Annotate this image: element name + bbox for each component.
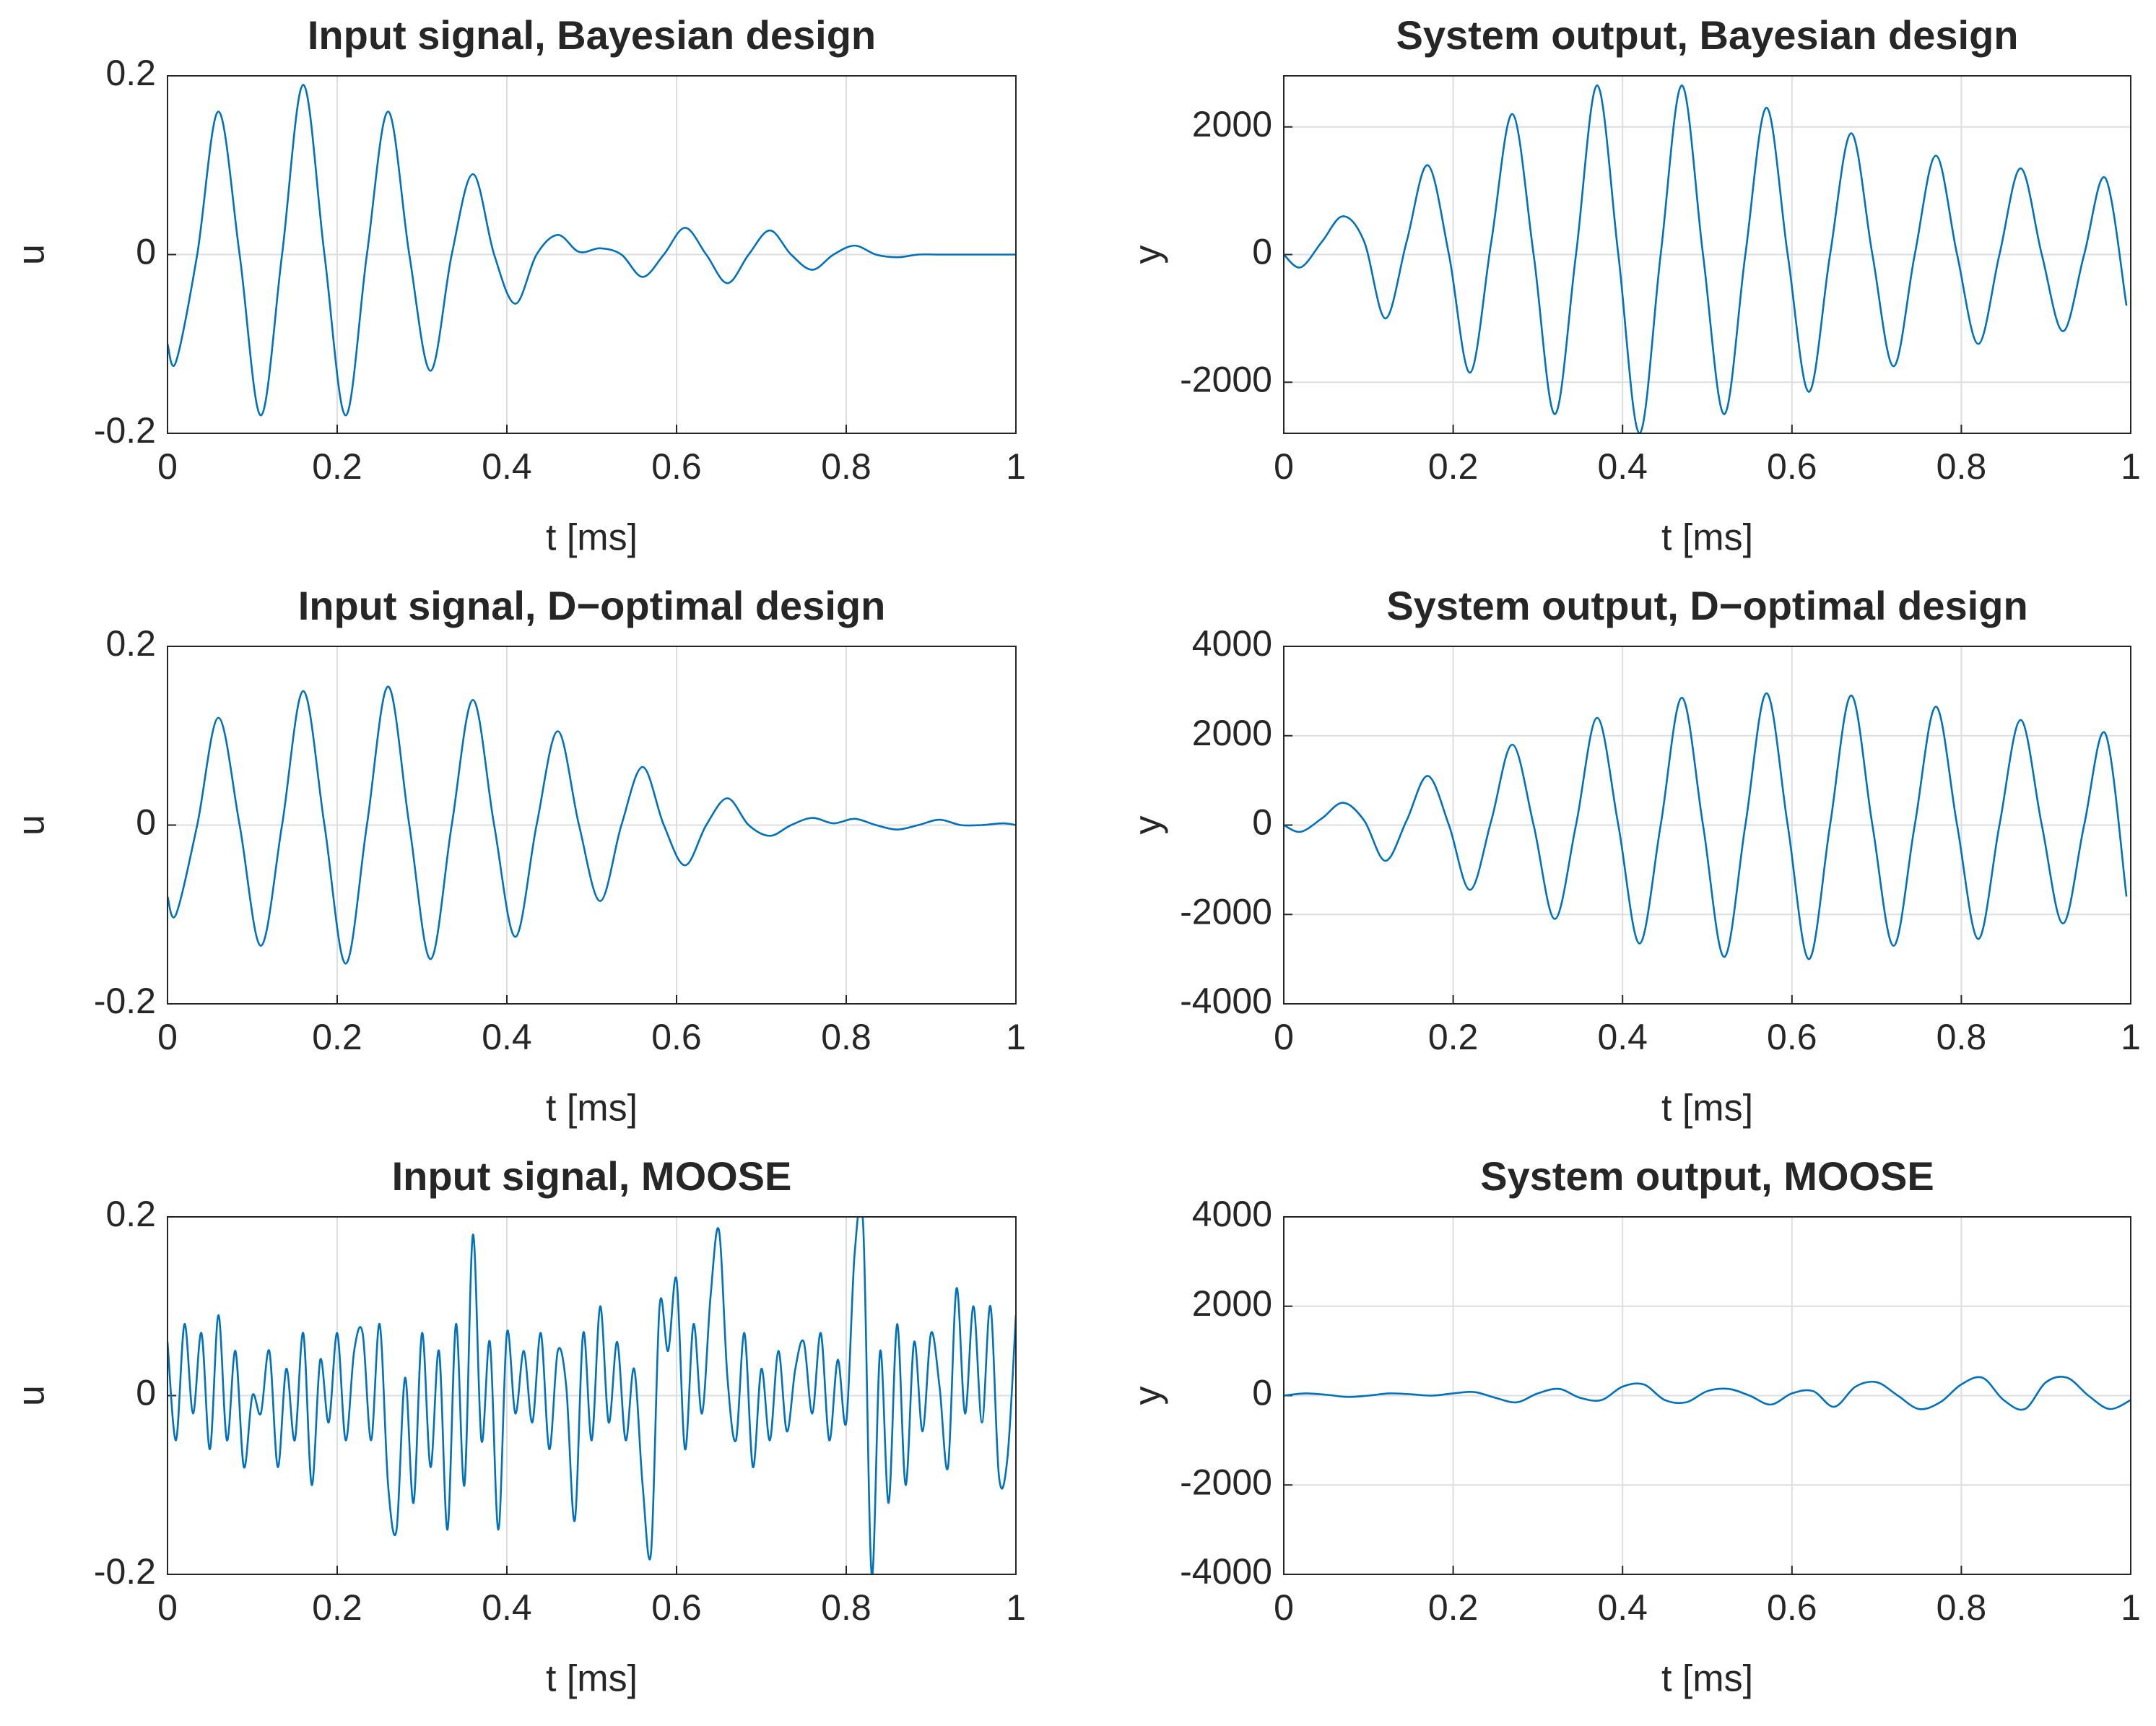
- axes-box: [167, 646, 1017, 1005]
- x-tick-label: 1: [1006, 1587, 1026, 1628]
- x-tick-label: 0.4: [482, 1017, 532, 1057]
- x-axis-label: t [ms]: [546, 517, 638, 559]
- y-axis-label: u: [11, 1385, 53, 1406]
- x-tick-label: 1: [1006, 446, 1026, 487]
- chart-title: System output, D−optimal design: [1386, 583, 2027, 628]
- x-tick-label: 0.4: [1597, 446, 1648, 487]
- y-tick-label: 4000: [1192, 1194, 1272, 1234]
- y-tick-label: 0: [136, 232, 156, 272]
- data-line: [1284, 692, 2128, 960]
- x-tick-label: 0: [157, 1017, 178, 1057]
- chart-title: Input signal, MOOSE: [392, 1153, 792, 1199]
- x-tick-label: 0.2: [1428, 1587, 1479, 1628]
- x-tick-label: 0.2: [312, 446, 362, 487]
- x-tick-label: 0.6: [1767, 1017, 1817, 1057]
- x-tick-label: 0.2: [1428, 446, 1479, 487]
- x-axis-label: t [ms]: [1661, 1658, 1753, 1700]
- data-line: [168, 84, 1016, 417]
- data-line: [168, 685, 1016, 965]
- y-tick-label: 2000: [1192, 713, 1272, 753]
- y-tick-label: -0.2: [94, 410, 156, 451]
- y-tick-label: 2000: [1192, 104, 1272, 144]
- x-axis-label: t [ms]: [546, 1088, 638, 1129]
- x-tick-label: 0.4: [1597, 1017, 1648, 1057]
- x-tick-label: 0.4: [482, 1587, 532, 1628]
- x-tick-label: 0: [157, 1587, 178, 1628]
- y-tick-label: 0.2: [105, 1194, 156, 1234]
- y-tick-label: -4000: [1180, 981, 1272, 1021]
- y-tick-label: 0.2: [105, 623, 156, 664]
- x-tick-label: 0: [1274, 1587, 1294, 1628]
- axes-box: [1283, 646, 2131, 1005]
- x-tick-label: 0.6: [651, 1017, 702, 1057]
- x-tick-label: 0.4: [1597, 1587, 1648, 1628]
- x-tick-label: 1: [2121, 446, 2141, 487]
- x-tick-label: 0.8: [1937, 1017, 1987, 1057]
- x-tick-label: 0: [1274, 1017, 1294, 1057]
- x-tick-label: 0: [157, 446, 178, 487]
- x-tick-label: 0.2: [312, 1017, 362, 1057]
- y-tick-label: 2000: [1192, 1283, 1272, 1324]
- x-tick-label: 0.8: [1937, 446, 1987, 487]
- y-tick-label: 0: [136, 802, 156, 843]
- y-axis-label: u: [11, 815, 53, 836]
- y-tick-label: 0: [136, 1373, 156, 1413]
- x-tick-label: 0: [1274, 446, 1294, 487]
- y-tick-label: 0.2: [105, 53, 156, 93]
- y-tick-label: -0.2: [94, 981, 156, 1021]
- x-tick-label: 1: [2121, 1587, 2141, 1628]
- y-tick-label: 0: [1252, 802, 1272, 843]
- data-line: [168, 1217, 1016, 1574]
- chart-title: System output, MOOSE: [1480, 1153, 1934, 1199]
- x-tick-label: 0.6: [1767, 1587, 1817, 1628]
- axes-box: [167, 75, 1017, 434]
- y-tick-label: -2000: [1180, 891, 1272, 932]
- y-axis-label: y: [1127, 246, 1169, 264]
- x-tick-label: 0.6: [1767, 446, 1817, 487]
- chart-title: Input signal, D−optimal design: [298, 583, 886, 628]
- y-tick-label: 0: [1252, 1373, 1272, 1413]
- x-tick-label: 0.4: [482, 446, 532, 487]
- chart-title: Input signal, Bayesian design: [308, 12, 876, 58]
- x-tick-label: 1: [2121, 1017, 2141, 1057]
- y-tick-label: 0: [1252, 232, 1272, 272]
- y-axis-label: u: [11, 244, 53, 265]
- x-tick-label: 1: [1006, 1017, 1026, 1057]
- x-axis-label: t [ms]: [1661, 1088, 1753, 1129]
- y-tick-label: -0.2: [94, 1551, 156, 1592]
- x-axis-label: t [ms]: [546, 1658, 638, 1700]
- x-tick-label: 0.2: [1428, 1017, 1479, 1057]
- y-tick-label: -4000: [1180, 1551, 1272, 1592]
- x-tick-label: 0.8: [821, 446, 871, 487]
- axes-box: [167, 1216, 1017, 1575]
- y-tick-label: 4000: [1192, 623, 1272, 664]
- x-tick-label: 0.8: [1937, 1587, 1987, 1628]
- axes-box: [1283, 75, 2131, 434]
- data-line: [1284, 84, 2128, 433]
- x-tick-label: 0.8: [821, 1587, 871, 1628]
- y-axis-label: y: [1127, 816, 1169, 835]
- x-tick-label: 0.2: [312, 1587, 362, 1628]
- x-tick-label: 0.6: [651, 446, 702, 487]
- x-tick-label: 0.6: [651, 1587, 702, 1628]
- x-tick-label: 0.8: [821, 1017, 871, 1057]
- axes-box: [1283, 1216, 2131, 1575]
- y-tick-label: -2000: [1180, 359, 1272, 399]
- y-axis-label: y: [1127, 1387, 1169, 1405]
- y-tick-label: -2000: [1180, 1462, 1272, 1502]
- x-axis-label: t [ms]: [1661, 517, 1753, 559]
- data-line: [1284, 1376, 2131, 1411]
- chart-title: System output, Bayesian design: [1396, 12, 2019, 58]
